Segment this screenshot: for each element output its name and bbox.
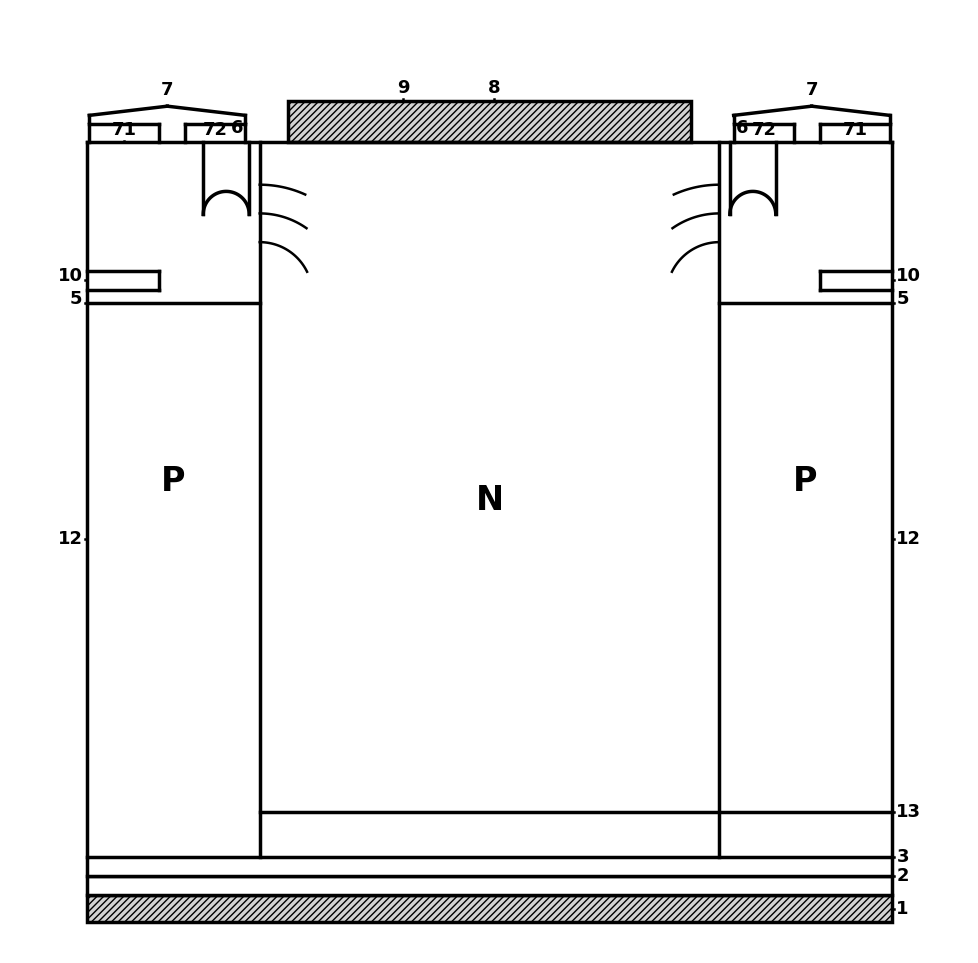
Text: 13: 13 — [896, 803, 920, 820]
Text: 7: 7 — [161, 81, 173, 98]
Text: P: P — [161, 465, 186, 498]
Text: 1: 1 — [896, 899, 908, 918]
Text: 5: 5 — [70, 290, 82, 307]
Text: 6: 6 — [734, 118, 747, 137]
Text: 8: 8 — [487, 79, 500, 96]
Text: 71: 71 — [841, 120, 867, 139]
Text: 5: 5 — [896, 290, 908, 307]
Text: 7: 7 — [805, 81, 817, 98]
Text: N: N — [475, 484, 503, 517]
Text: 12: 12 — [58, 530, 82, 548]
Text: 2: 2 — [896, 867, 908, 885]
Text: 72: 72 — [750, 120, 776, 139]
Text: 6: 6 — [231, 118, 244, 137]
Text: 3: 3 — [896, 847, 908, 866]
Text: 71: 71 — [111, 120, 137, 139]
Bar — [87, 857, 891, 876]
Text: 10: 10 — [58, 267, 82, 285]
Text: 72: 72 — [202, 120, 228, 139]
Text: 10: 10 — [896, 267, 920, 285]
Bar — [289, 101, 689, 142]
Text: 9: 9 — [397, 79, 409, 96]
Text: P: P — [792, 465, 817, 498]
Bar — [87, 876, 891, 896]
Bar — [87, 896, 891, 922]
Text: 12: 12 — [896, 530, 920, 548]
